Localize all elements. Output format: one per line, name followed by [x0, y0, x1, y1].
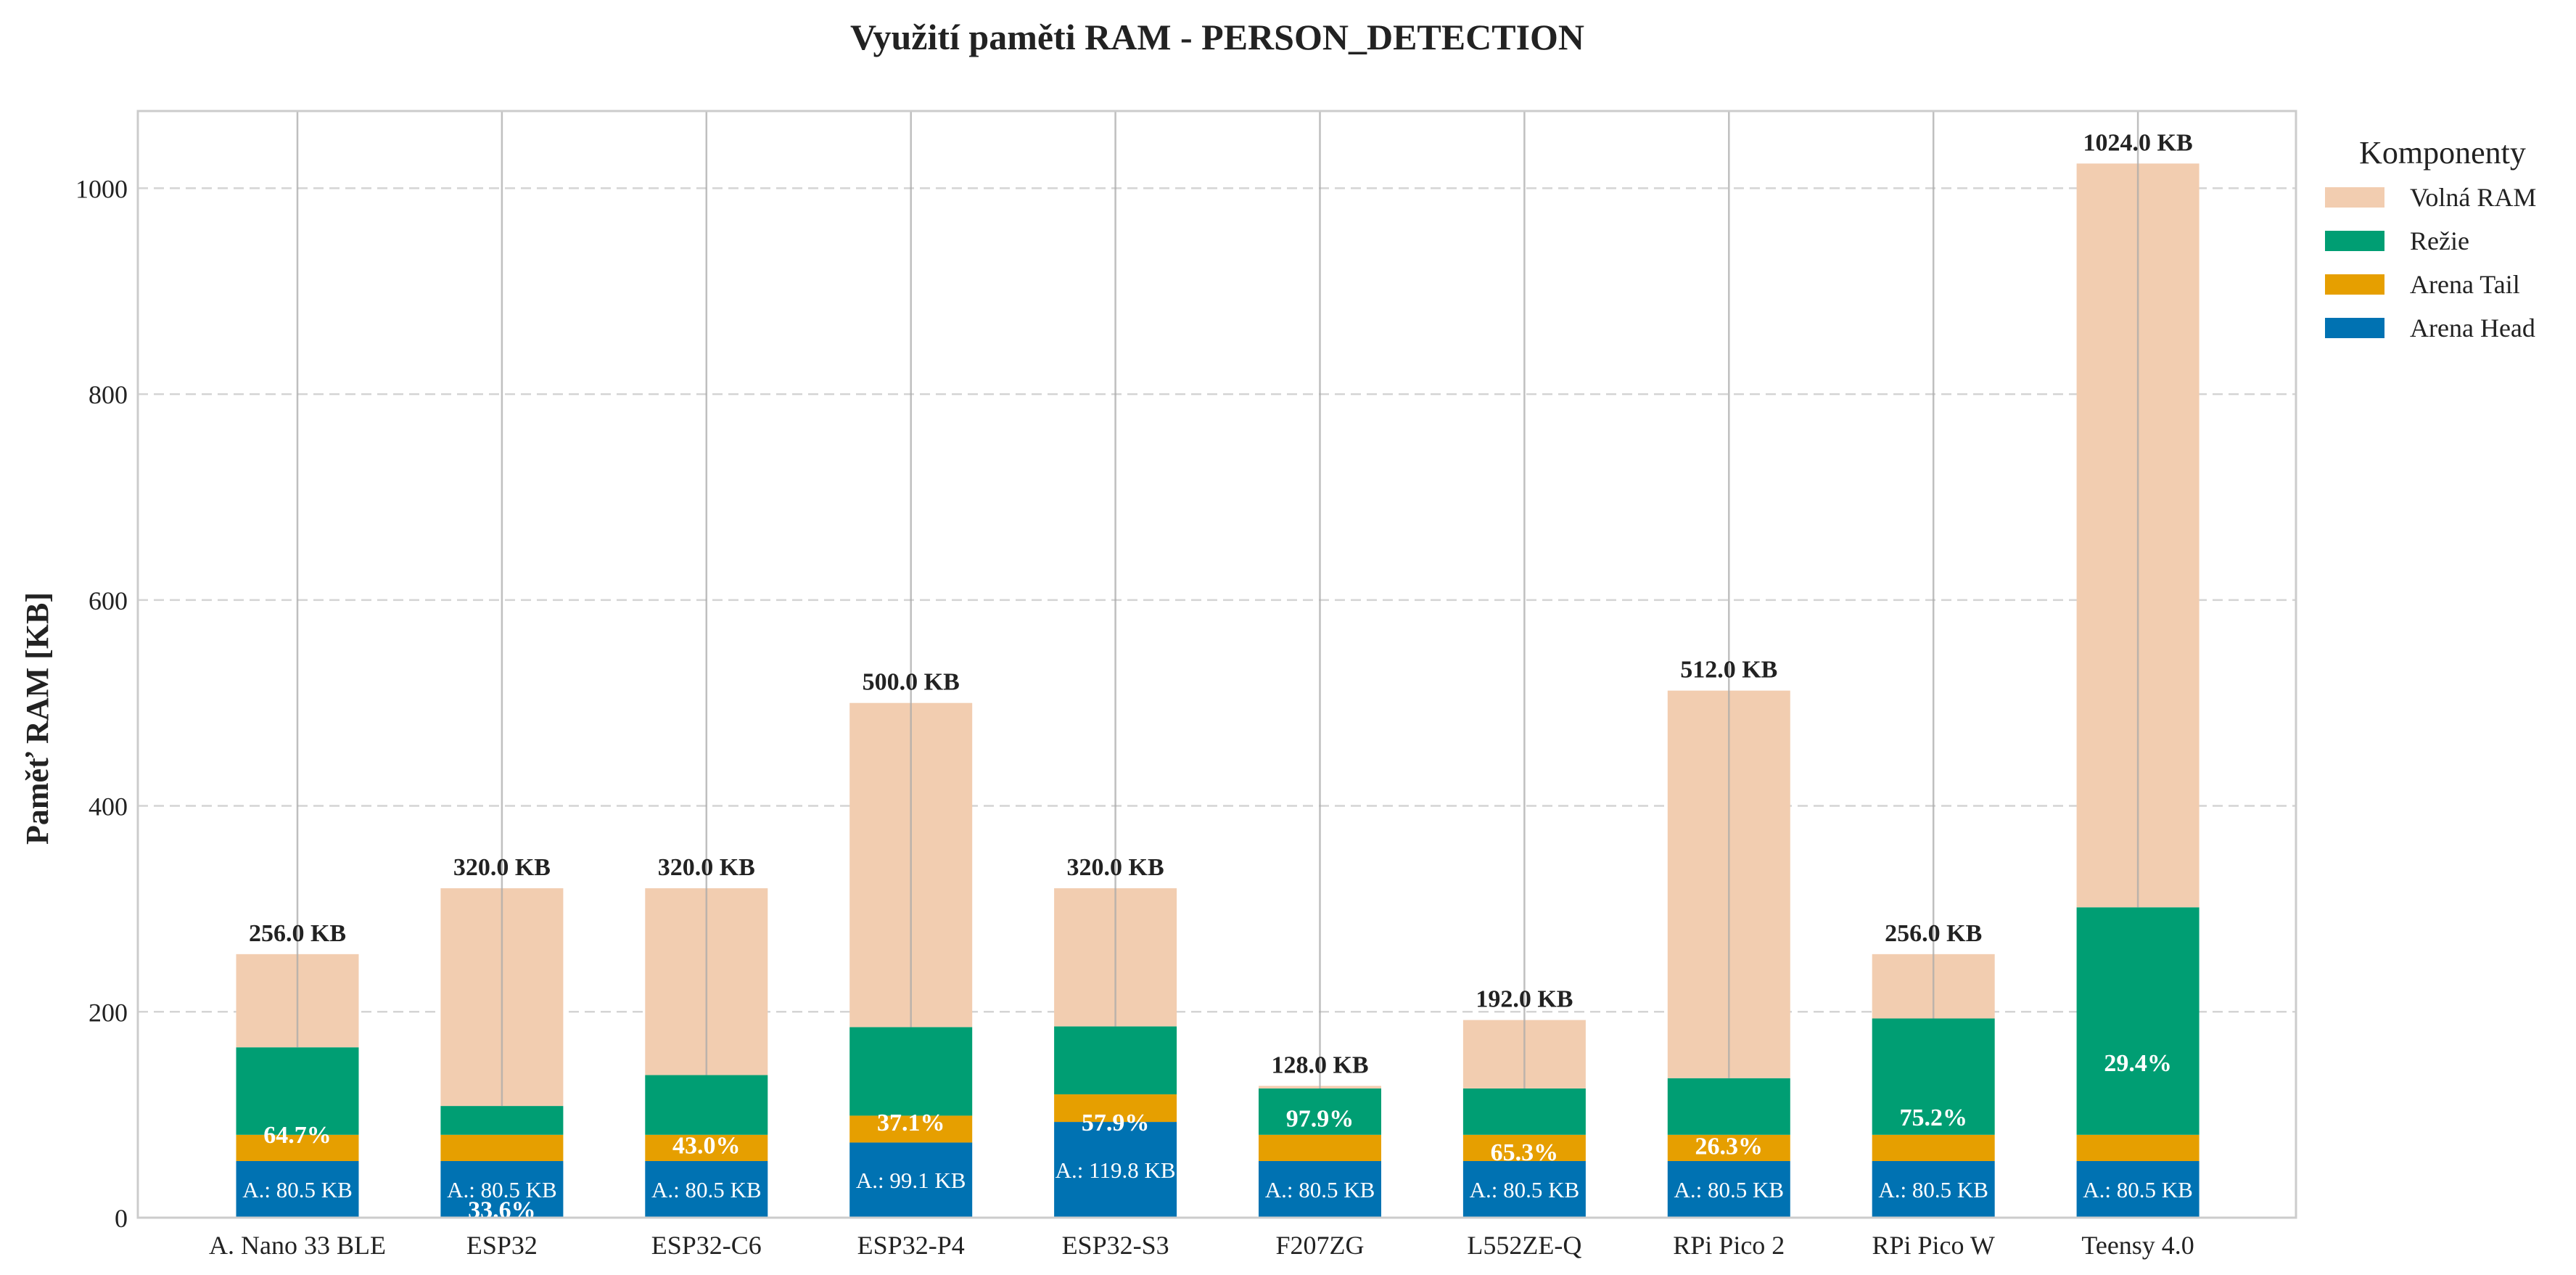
y-axis-label: Paměť RAM [KB] — [20, 592, 55, 845]
bar-segment-re-ie — [1054, 1026, 1177, 1094]
percent-label: 64.7% — [263, 1122, 332, 1149]
arena-label: A.: 99.1 KB — [856, 1168, 966, 1193]
bar-segment-re-ie — [645, 1075, 768, 1135]
y-tick-label: 600 — [89, 586, 128, 615]
total-label: 1024.0 KB — [2083, 129, 2193, 156]
total-label: 192.0 KB — [1476, 986, 1573, 1013]
x-tick-label: ESP32-C6 — [651, 1231, 762, 1260]
arena-label: A.: 80.5 KB — [1674, 1177, 1785, 1202]
legend-label-arena-tail: Arena Tail — [2410, 270, 2520, 299]
total-label: 320.0 KB — [453, 854, 551, 881]
legend-label-voln-ram: Volná RAM — [2410, 183, 2536, 212]
legend-label-arena-head: Arena Head — [2410, 313, 2535, 343]
percent-label: 65.3% — [1491, 1139, 1559, 1166]
percent-label: 57.9% — [1082, 1110, 1150, 1136]
total-label: 320.0 KB — [658, 854, 755, 881]
bar-segment-arena-tail — [440, 1135, 563, 1161]
x-tick-label: Teensy 4.0 — [2081, 1231, 2194, 1260]
arena-label: A.: 80.5 KB — [1470, 1177, 1580, 1202]
bar-segment-re-ie — [2077, 907, 2200, 1135]
chart-title: Využití paměti RAM - PERSON_DETECTION — [850, 17, 1584, 57]
arena-label: A.: 80.5 KB — [242, 1177, 353, 1202]
bar-segment-arena-tail — [1259, 1135, 1381, 1161]
legend-title: Komponenty — [2359, 135, 2526, 171]
legend-swatch-arena-tail — [2325, 274, 2384, 295]
bar-segment-arena-tail — [1872, 1135, 1995, 1161]
total-label: 500.0 KB — [863, 669, 960, 696]
percent-label: 29.4% — [2104, 1050, 2172, 1077]
y-tick-label: 800 — [89, 380, 128, 409]
total-label: 256.0 KB — [249, 920, 346, 947]
arena-label: A.: 80.5 KB — [1265, 1177, 1375, 1202]
percent-label: 97.9% — [1286, 1105, 1354, 1132]
percent-label: 43.0% — [672, 1132, 741, 1159]
y-tick-label: 400 — [89, 792, 128, 821]
percent-label: 33.6% — [468, 1197, 536, 1224]
arena-label: A.: 80.5 KB — [651, 1177, 762, 1202]
y-tick-label: 1000 — [75, 174, 128, 203]
bar-segment-arena-tail — [2077, 1135, 2200, 1161]
x-tick-label: RPi Pico 2 — [1673, 1231, 1785, 1260]
x-tick-label: ESP32 — [466, 1231, 538, 1260]
y-tick-label: 0 — [115, 1204, 128, 1233]
total-label: 320.0 KB — [1067, 854, 1164, 881]
percent-label: 75.2% — [1899, 1104, 1967, 1131]
bar-segment-re-ie — [1668, 1078, 1790, 1135]
x-tick-label: A. Nano 33 BLE — [209, 1231, 386, 1260]
total-label: 512.0 KB — [1680, 657, 1777, 684]
legend-label-re-ie: Režie — [2410, 226, 2469, 255]
bar-segment-re-ie — [1463, 1089, 1586, 1135]
total-label: 128.0 KB — [1271, 1051, 1368, 1078]
percent-label: 37.1% — [877, 1110, 945, 1136]
x-tick-label: ESP32-S3 — [1062, 1231, 1169, 1260]
x-tick-label: L552ZE-Q — [1467, 1231, 1581, 1260]
bar-segment-re-ie — [440, 1106, 563, 1135]
legend-swatch-arena-head — [2325, 318, 2384, 338]
arena-label: A.: 119.8 KB — [1055, 1157, 1176, 1183]
percent-label: 26.3% — [1695, 1133, 1764, 1160]
arena-label: A.: 80.5 KB — [2083, 1177, 2193, 1202]
arena-label: A.: 80.5 KB — [1878, 1177, 1988, 1202]
bar-segment-re-ie — [849, 1027, 972, 1115]
total-label: 256.0 KB — [1885, 920, 1982, 947]
x-tick-label: ESP32-P4 — [857, 1231, 965, 1260]
y-tick-label: 200 — [89, 998, 128, 1027]
x-tick-label: F207ZG — [1275, 1231, 1364, 1260]
x-tick-label: RPi Pico W — [1872, 1231, 1995, 1260]
legend-swatch-voln-ram — [2325, 187, 2384, 208]
legend-swatch-re-ie — [2325, 231, 2384, 251]
